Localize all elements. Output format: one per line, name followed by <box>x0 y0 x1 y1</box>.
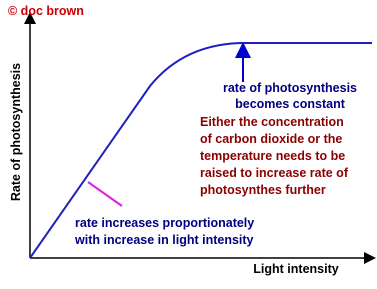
annotation-line: Either the concentration <box>200 115 344 129</box>
annotation-line: rate increases proportionately <box>75 216 254 230</box>
annotation-line: rate of photosynthesis <box>223 81 357 95</box>
annotation-line: becomes constant <box>235 97 346 111</box>
annotation-line: temperature needs to be <box>200 149 345 163</box>
annotation-line: raised to increase rate of <box>200 166 349 180</box>
annotation-line: with increase in light intensity <box>74 233 254 247</box>
copyright: © doc brown <box>8 4 84 18</box>
y-axis-label: Rate of photosynthesis <box>9 63 23 201</box>
annotation-line: photosynthes further <box>200 183 326 197</box>
slope-marker <box>87 181 123 207</box>
annotation-line: of carbon dioxide or the <box>200 132 342 146</box>
x-axis-label: Light intensity <box>253 262 338 276</box>
